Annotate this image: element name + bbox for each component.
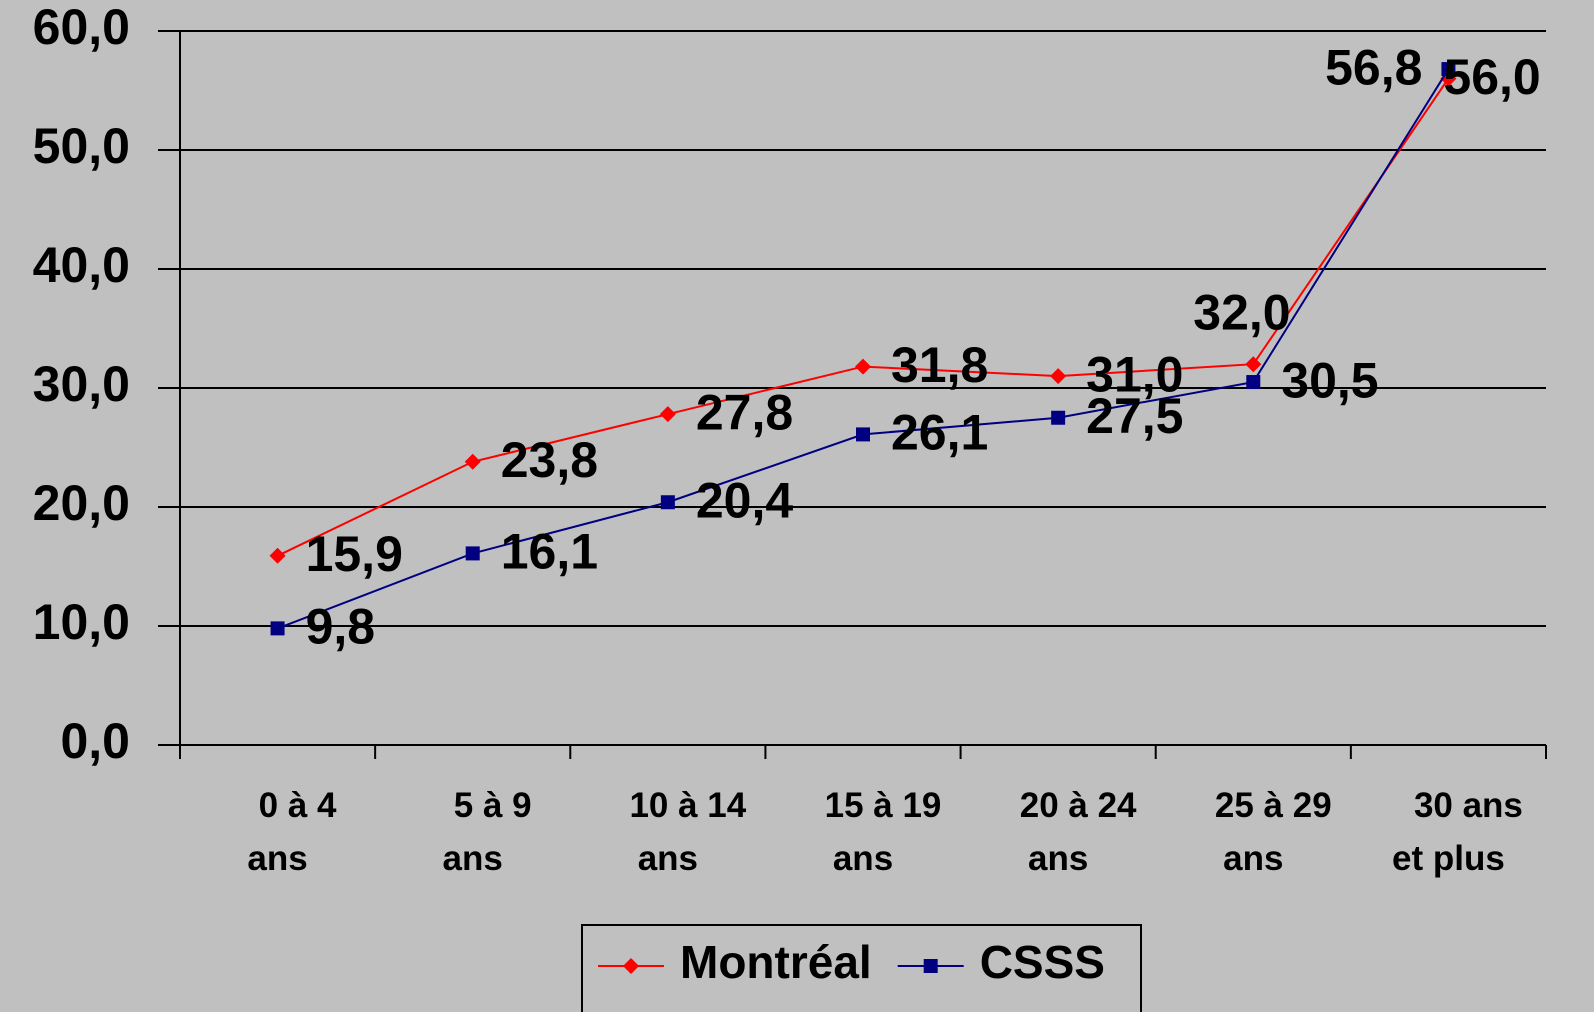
x-tick-label: 25 à 29 ans — [1215, 786, 1332, 878]
x-tick-label: 5 à 9 ans — [443, 786, 532, 878]
series-line — [277, 68, 1450, 630]
y-tick-label: 0,0 — [60, 713, 130, 769]
marker — [659, 406, 676, 423]
x-tick-label: 0 à 4 ans — [247, 786, 337, 878]
data-label: 26,1 — [891, 405, 988, 461]
marker — [856, 427, 870, 442]
marker — [1051, 410, 1066, 425]
marker — [269, 547, 286, 564]
data-label: 27,8 — [696, 384, 793, 440]
y-tick-label: 60,0 — [33, 0, 130, 55]
y-tick-label: 20,0 — [33, 475, 130, 531]
marker — [855, 358, 871, 375]
legend-label: Montréal — [680, 936, 872, 988]
legend-label: CSSS — [980, 936, 1105, 988]
marker — [464, 453, 481, 470]
x-tick-label: 15 à 19 ans — [825, 786, 942, 878]
data-label: 56,0 — [1443, 49, 1540, 105]
data-label: 31,8 — [891, 337, 988, 393]
marker — [1050, 368, 1067, 385]
data-label: 20,4 — [696, 472, 794, 528]
y-tick-label: 50,0 — [33, 118, 130, 174]
data-label: 27,5 — [1086, 388, 1183, 444]
marker — [623, 958, 639, 974]
marker — [660, 495, 675, 510]
legend-box — [581, 924, 1142, 1012]
marker — [923, 959, 938, 973]
marker — [1246, 375, 1261, 390]
series — [269, 70, 1457, 564]
data-label: 16,1 — [501, 524, 598, 580]
x-tick-label: 20 à 24 ans — [1020, 786, 1137, 878]
data-label: 23,8 — [501, 432, 598, 488]
marker — [270, 621, 285, 636]
series — [270, 62, 1456, 636]
data-label: 31,0 — [1086, 346, 1183, 402]
y-tick-label: 30,0 — [33, 356, 130, 412]
marker — [1441, 62, 1456, 77]
legend: Montréal CSSS — [581, 924, 1142, 1012]
data-label: 9,8 — [306, 599, 376, 655]
data-label: 15,9 — [306, 526, 403, 582]
y-tick-label: 40,0 — [33, 237, 130, 293]
data-label: 32,0 — [1193, 284, 1290, 340]
data-label: 30,5 — [1281, 352, 1378, 408]
marker — [465, 546, 480, 561]
x-tick-label: 10 à 14 ans — [629, 786, 746, 878]
marker — [1245, 356, 1262, 373]
x-tick-label: 30 ans et plus — [1392, 786, 1523, 878]
y-tick-label: 10,0 — [33, 594, 130, 650]
data-label: 56,8 — [1325, 39, 1422, 95]
